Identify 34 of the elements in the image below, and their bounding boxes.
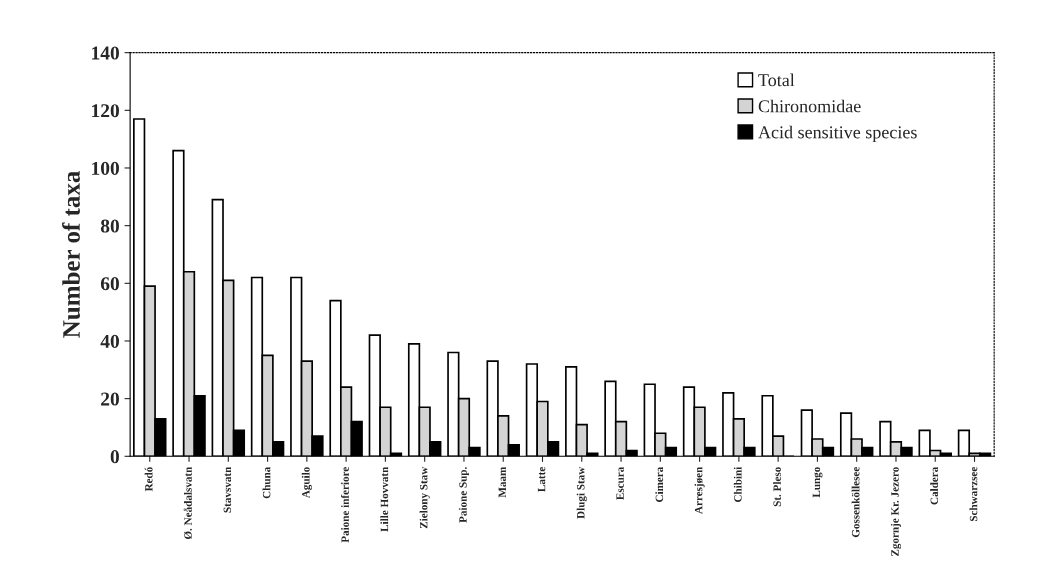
x-tick-label: St. Pleso — [773, 467, 781, 507]
x-tick-label: Redó — [144, 467, 153, 492]
y-tick-label: 80 — [100, 219, 119, 233]
y-tick-label: 140 — [92, 46, 119, 60]
x-tick-label: Lille Hovvatn — [380, 466, 389, 532]
y-axis-title: Number of taxa — [62, 171, 80, 338]
x-tick-label: Zielony Staw — [419, 466, 430, 529]
legend-label: Acid sensitive species — [758, 125, 917, 143]
x-tick-label: Lungo — [812, 467, 823, 498]
x-tick-label: Chibini — [733, 466, 742, 502]
x-tick-label: Dlugi Staw — [576, 466, 587, 519]
x-tick-label: Paione Sup. — [458, 467, 469, 523]
y-tick-label: 20 — [101, 392, 119, 406]
y-tick-label: 0 — [110, 450, 119, 464]
x-tick-label: Paione inferiore — [340, 467, 349, 543]
x-tick-label: Caldera — [930, 466, 939, 505]
y-tick-label: 100 — [92, 161, 119, 175]
x-tick-label: Schwarzsee — [969, 467, 978, 522]
y-tick-label: 40 — [100, 334, 119, 348]
y-tick-label: 120 — [92, 104, 119, 118]
legend-label: Total — [758, 73, 795, 87]
x-tick-label: Zgornje Kr. Jezero — [890, 467, 902, 556]
x-tick-label: Arresjøen — [694, 466, 705, 514]
x-tick-label: Gossenköllesee — [851, 467, 860, 538]
y-tick-label: 60 — [100, 277, 119, 291]
x-tick-label: Escura — [616, 466, 624, 500]
legend-label: Chironomidae — [758, 99, 861, 113]
x-tick-label: Aguilo — [301, 467, 312, 499]
x-tick-label: Ø. Neådalsvatn — [183, 466, 193, 540]
x-tick-label: Chuna — [262, 466, 271, 499]
x-tick-label: Stavsvatn — [223, 466, 232, 513]
x-tick-label: Maam — [498, 466, 507, 498]
x-tick-label: Cimera — [655, 466, 664, 502]
x-tick-label: Latte — [537, 467, 546, 492]
